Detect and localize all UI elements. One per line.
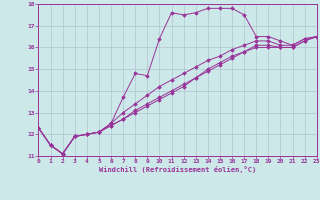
X-axis label: Windchill (Refroidissement éolien,°C): Windchill (Refroidissement éolien,°C) (99, 166, 256, 173)
